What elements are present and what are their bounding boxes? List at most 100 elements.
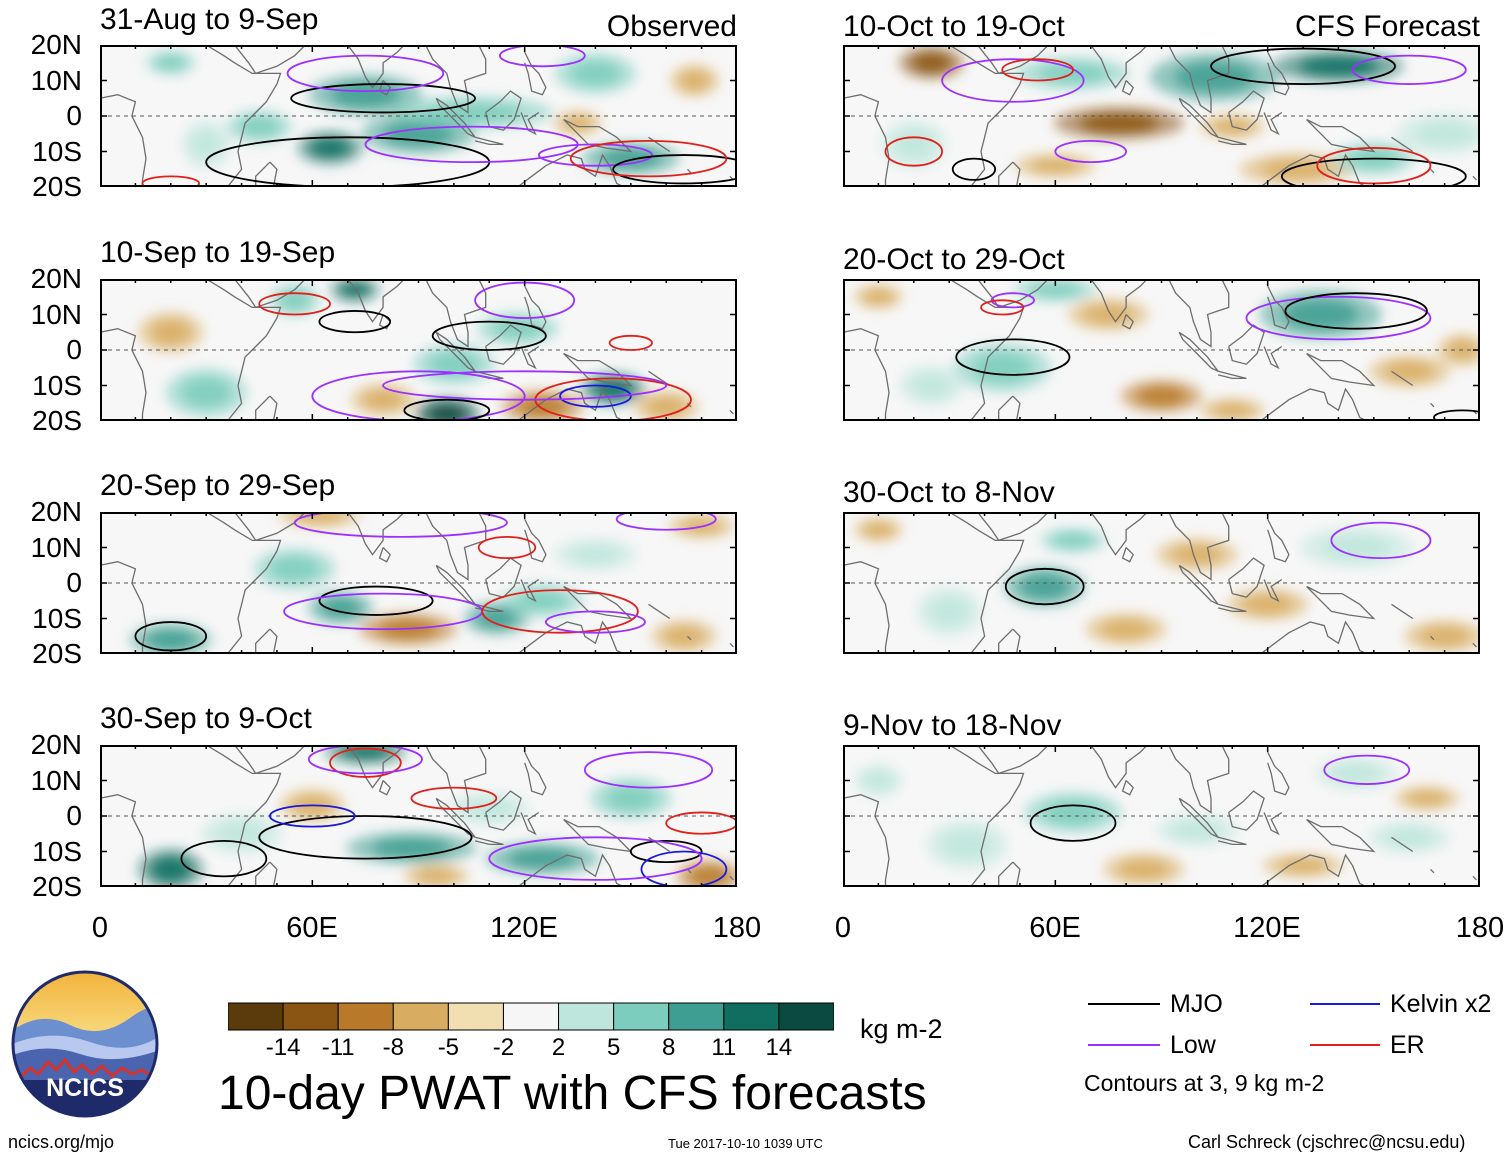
legend-low: Low	[1170, 1031, 1216, 1059]
legend-mjo: MJO	[1170, 990, 1223, 1018]
colorbar-tick-label: 8	[662, 1034, 676, 1061]
coastline	[255, 161, 278, 187]
anomaly-blob	[279, 290, 310, 311]
anomaly-blob	[492, 318, 543, 339]
coastline	[233, 45, 306, 75]
anomaly-blob	[664, 626, 704, 647]
coastline	[378, 314, 391, 330]
coastline	[170, 745, 282, 887]
anomaly-blob	[1384, 827, 1434, 848]
panel-title-obs1: 31-Aug to 9-Sep	[100, 3, 319, 36]
coastline	[1178, 797, 1219, 838]
coastline	[485, 324, 522, 365]
colorbar-segment	[337, 1002, 394, 1031]
anomaly-blob	[269, 556, 320, 582]
y-tick-label: 0	[66, 567, 82, 598]
anomaly-blob	[429, 351, 479, 377]
contour-low	[499, 45, 586, 68]
contour-er	[980, 299, 1025, 316]
anomaly-blob	[1119, 859, 1169, 880]
anomaly-blob	[517, 590, 568, 611]
coastline	[524, 518, 547, 563]
coastline	[170, 45, 282, 187]
coastline	[1242, 153, 1368, 187]
coastline	[474, 836, 504, 846]
coastline	[524, 751, 547, 796]
coastline	[913, 45, 1025, 187]
anomaly-blob	[416, 868, 457, 884]
colorbar-segment	[723, 1002, 780, 1031]
contour-er	[329, 747, 402, 778]
coastline	[843, 94, 890, 187]
panel-title-fc4: 9-Nov to 18-Nov	[843, 709, 1062, 742]
anomaly-blob	[1283, 299, 1358, 330]
anomaly-blob	[863, 522, 894, 538]
anomaly-blob	[1172, 544, 1222, 565]
map-panel-obs3	[100, 512, 737, 654]
logo-text: NCICS	[46, 1074, 124, 1102]
contour-er	[477, 535, 537, 560]
contour-mjo	[629, 839, 703, 864]
colorbar-tick-label: 11	[711, 1034, 737, 1061]
coastline	[100, 794, 147, 887]
colorbar	[228, 1002, 834, 1031]
coastline	[729, 875, 734, 881]
contour-mjo	[1280, 157, 1467, 187]
coastline	[913, 745, 1025, 887]
coastline	[1217, 603, 1247, 613]
colorbar-segment	[668, 1002, 725, 1031]
coastline	[1228, 790, 1265, 831]
y-tick-label: 20S	[32, 638, 82, 669]
coastline	[170, 512, 282, 654]
coastline	[474, 136, 504, 146]
anomaly-blob	[1278, 858, 1328, 874]
anomaly-blob	[601, 148, 661, 169]
contour-mjo	[318, 310, 392, 334]
anomaly-blob	[1261, 159, 1331, 180]
coastline	[1306, 585, 1376, 620]
coastline	[648, 603, 671, 620]
anomaly-blob	[146, 629, 196, 650]
contour-kelvin	[640, 850, 728, 887]
coastline	[1391, 136, 1414, 153]
panel-title-fc2: 20-Oct to 29-Oct	[843, 243, 1065, 276]
anomaly-blob	[310, 138, 350, 158]
anomaly-blob	[363, 389, 403, 410]
colorbar-segment	[228, 1002, 284, 1031]
y-tick-label: 20N	[30, 263, 82, 294]
anomaly-blob	[216, 821, 267, 847]
y-tick-label: 10N	[30, 298, 82, 330]
map-panel-fc3	[843, 512, 1480, 654]
contour-mjo	[431, 320, 547, 351]
anomaly-blob	[679, 70, 710, 91]
coastline	[1391, 603, 1414, 620]
anomaly-blob	[426, 403, 467, 421]
coastline	[1168, 745, 1230, 814]
contour-mjo	[1284, 292, 1428, 330]
contour-low	[583, 751, 714, 789]
contour-er	[569, 139, 728, 178]
anomaly-blob	[339, 282, 370, 298]
coastline	[1228, 90, 1265, 131]
coastline	[233, 279, 306, 309]
coastline	[1306, 818, 1376, 853]
anomaly-blob	[1174, 62, 1255, 92]
coastline	[520, 811, 540, 836]
coastline	[648, 136, 671, 153]
colorbar-tick-label: 14	[765, 1034, 793, 1061]
coastline	[1267, 285, 1290, 330]
y-tick-label: 10N	[30, 764, 82, 796]
map-panel-obs2	[100, 279, 737, 421]
anomaly-blob	[476, 608, 517, 629]
colorbar-segment	[778, 1002, 834, 1031]
coastline	[563, 118, 633, 153]
contour-low	[1245, 295, 1432, 341]
footer-timestamp: Tue 2017-10-10 1039 UTC	[668, 1136, 823, 1151]
coastline	[1242, 620, 1368, 654]
anomaly-blob	[1079, 113, 1159, 134]
colorbar-tick-label: -14	[265, 1034, 301, 1061]
anomaly-blob	[150, 319, 191, 345]
y-tick-label: 20N	[30, 496, 82, 527]
contour-low	[364, 125, 579, 164]
contour-er	[141, 175, 200, 187]
